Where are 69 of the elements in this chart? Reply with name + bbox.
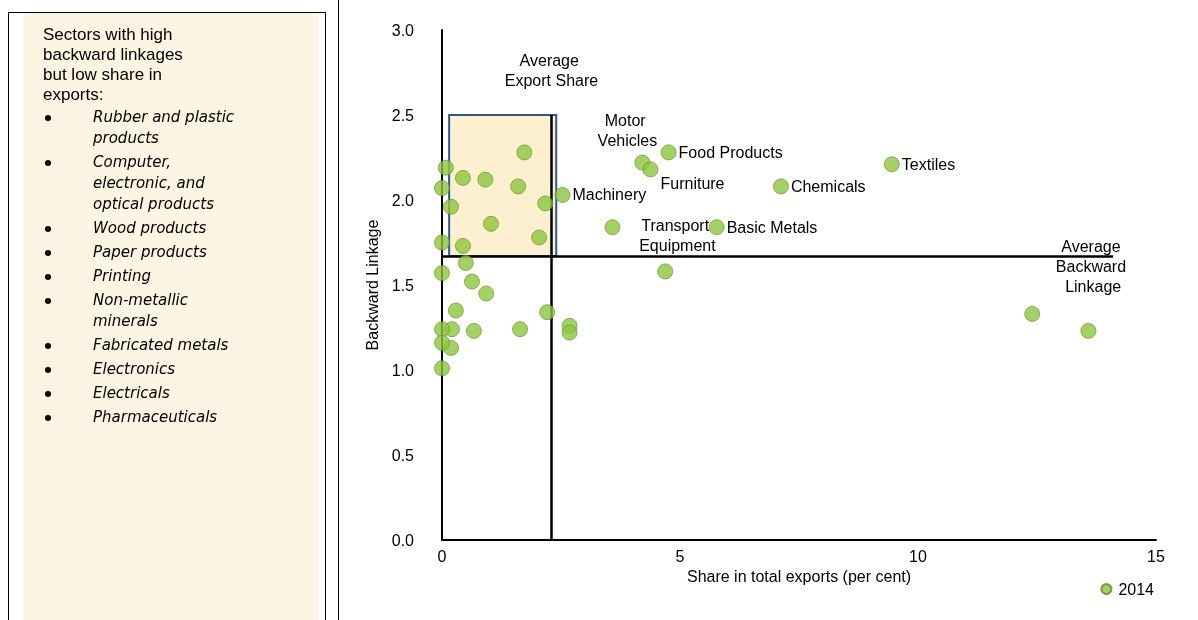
point — [447, 302, 464, 319]
text: Electronics — [92, 359, 177, 380]
point — [554, 187, 571, 203]
y-tick-label: 2.0 — [391, 191, 415, 209]
point — [434, 360, 450, 377]
annotation: Food Products — [678, 143, 783, 161]
point — [434, 265, 450, 281]
point — [642, 161, 659, 178]
point — [657, 263, 674, 280]
annotation: Textiles — [901, 155, 956, 173]
text: Non-metallic minerals — [92, 290, 189, 332]
annotation: Motor Vehicles — [597, 112, 658, 150]
y-tick-label: 1.0 — [391, 361, 415, 379]
point — [883, 156, 900, 173]
point — [464, 273, 480, 290]
point — [516, 144, 533, 161]
point — [434, 234, 450, 251]
legend-label: 2014 — [1118, 580, 1155, 598]
point — [561, 324, 578, 341]
ref-line-label: Average Backward Linkage — [1055, 237, 1131, 295]
point — [660, 144, 677, 161]
point — [443, 198, 459, 215]
y-tick-label: 2.5 — [391, 106, 415, 124]
text: Wood products — [92, 218, 208, 239]
point — [510, 178, 527, 195]
text: Computer, electronic, and optical products — [92, 152, 215, 215]
point — [531, 229, 547, 246]
point — [1024, 306, 1041, 322]
point — [457, 255, 474, 271]
text: Printing — [92, 266, 152, 287]
y-tick-label: 0.5 — [391, 446, 415, 464]
point — [434, 321, 450, 338]
point — [1080, 323, 1097, 339]
x-tick-label: 10 — [909, 547, 927, 565]
point — [483, 215, 499, 232]
text: Sectors with high backward linkages but low share in exports: — [43, 25, 184, 105]
point — [477, 171, 494, 188]
y-tick-label: 0.0 — [391, 531, 415, 549]
y-tick-label: 3.0 — [391, 21, 415, 39]
point — [773, 178, 789, 195]
point — [466, 323, 482, 339]
point — [434, 334, 450, 351]
annotation: Chemicals — [790, 177, 866, 195]
point — [512, 321, 528, 338]
point — [434, 180, 450, 196]
point — [537, 195, 554, 212]
x-tick-label: 5 — [675, 547, 685, 565]
annotation: Machinery — [572, 186, 647, 204]
text: Electricals — [92, 383, 171, 404]
x-tick-label: 15 — [1147, 547, 1165, 565]
x-axis-title: Share in total exports (per cent) — [686, 568, 912, 586]
y-tick-label: 1.5 — [391, 276, 415, 294]
point — [437, 159, 454, 176]
ref-line-label: Average Export Share — [504, 51, 599, 89]
annotation: Transport Equipment — [639, 216, 717, 254]
point — [455, 238, 471, 254]
text: Paper products — [92, 242, 208, 263]
text: Rubber and plastic products — [92, 107, 236, 149]
text: Fabricated metals — [92, 335, 230, 356]
annotation: Furniture — [660, 174, 725, 192]
point — [604, 219, 621, 236]
point — [539, 304, 556, 321]
point — [478, 285, 495, 302]
annotation: Basic Metals — [726, 218, 818, 236]
y-axis-title: Backward Linkage — [364, 219, 382, 351]
point — [708, 219, 725, 236]
text: Pharmaceuticals — [92, 407, 219, 428]
point — [455, 170, 471, 186]
x-tick-label: 0 — [437, 547, 447, 565]
